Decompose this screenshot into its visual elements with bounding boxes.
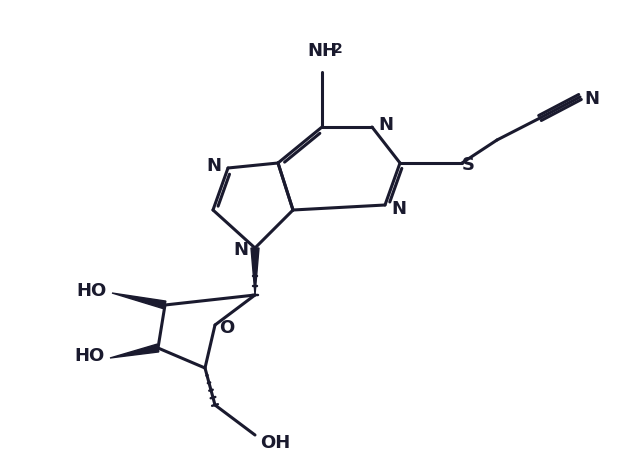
Text: HO: HO [77, 282, 107, 300]
Text: N: N [584, 90, 600, 108]
Polygon shape [110, 344, 159, 358]
Text: 2: 2 [333, 42, 343, 56]
Text: O: O [220, 319, 235, 337]
Text: N: N [234, 241, 248, 259]
Text: N: N [392, 200, 406, 218]
Text: N: N [378, 116, 394, 134]
Text: OH: OH [260, 434, 290, 452]
Text: HO: HO [75, 347, 105, 365]
Text: N: N [207, 157, 221, 175]
Text: S: S [461, 156, 474, 174]
Polygon shape [251, 248, 259, 295]
Polygon shape [112, 293, 166, 309]
Text: NH: NH [307, 42, 337, 60]
